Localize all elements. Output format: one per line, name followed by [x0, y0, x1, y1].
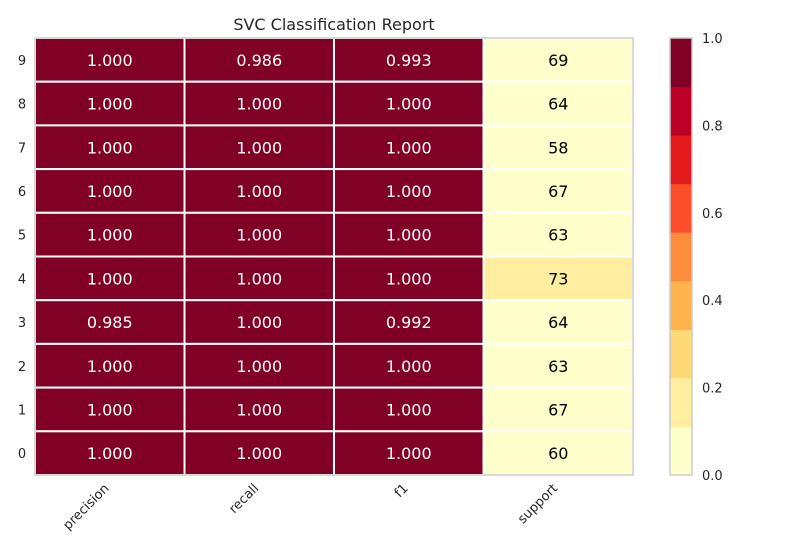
cell-value-label: 1.000	[236, 313, 282, 332]
cell-value-label: 1.000	[87, 51, 133, 70]
y-tick-label: 0	[18, 447, 26, 462]
colorbar-tick-label: 0.4	[702, 294, 723, 309]
heatmap-grid: 1.000 0.986 0.993 69 1.000 1.000 1.000 64 1.000 1…	[34, 37, 634, 476]
heatmap-cell	[333, 211, 485, 258]
heatmap-cell	[482, 80, 634, 127]
cell-value-label: 64	[548, 95, 568, 114]
heatmap-cell	[183, 37, 335, 83]
cell-value-label: 60	[548, 444, 568, 463]
colorbar-segment	[670, 426, 692, 476]
colorbar-tick-label: 1.0	[702, 32, 723, 47]
cell-value-label: 1.000	[236, 400, 282, 419]
colorbar-segment	[670, 377, 692, 427]
colorbar-tick-label: 0.0	[702, 469, 723, 484]
colorbar-segment	[670, 329, 692, 379]
cell-value-label: 1.000	[386, 226, 432, 245]
plot-frame	[34, 37, 634, 476]
cell-value-label: 63	[548, 226, 568, 245]
y-tick-label: 9	[18, 54, 26, 69]
cell-value-label: 1.000	[87, 400, 133, 419]
y-tick-label: 8	[18, 98, 26, 113]
y-tick-label: 6	[18, 185, 26, 200]
cell-value-label: 1.000	[386, 269, 432, 288]
cell-value-label: 1.000	[236, 357, 282, 376]
x-tick-label: precision	[60, 481, 112, 533]
cell-value-label: 1.000	[386, 182, 432, 201]
cell-value-label: 1.000	[87, 138, 133, 157]
cell-value-label: 1.000	[236, 269, 282, 288]
x-tick-label: support	[515, 481, 561, 527]
cell-value-label: 69	[548, 51, 568, 70]
colorbar-segment	[670, 232, 692, 282]
cell-value-label: 58	[548, 138, 568, 157]
y-tick-label: 2	[18, 360, 26, 375]
colorbar-segment	[670, 38, 692, 88]
heatmap-cell	[333, 299, 485, 345]
colorbar-frame	[669, 37, 693, 476]
cell-value-label: 63	[548, 357, 568, 376]
chart-title: SVC Classification Report	[233, 15, 434, 34]
x-tick-label: recall	[226, 481, 262, 517]
cell-value-label: 1.000	[386, 95, 432, 114]
cell-value-label: 0.985	[87, 313, 133, 332]
y-tick-label: 4	[18, 272, 26, 287]
cell-value-label: 0.992	[386, 313, 432, 332]
cell-value-label: 1.000	[236, 444, 282, 463]
cell-value-label: 1.000	[87, 357, 133, 376]
colorbar-segment	[670, 183, 692, 233]
y-tick-label: 5	[18, 229, 26, 244]
heatmap-cell	[183, 211, 335, 258]
colorbar-tick-label: 0.8	[702, 119, 723, 134]
heatmap-cell	[34, 342, 186, 389]
cell-value-label: 1.000	[386, 138, 432, 157]
cell-value-label: 1.000	[236, 95, 282, 114]
colorbar-segment	[670, 280, 692, 330]
heatmap-cell	[482, 168, 634, 214]
x-tick-label: f1	[392, 481, 412, 501]
cell-value-label: 1.000	[87, 269, 133, 288]
heatmap-cell	[183, 80, 335, 127]
heatmap-cell	[34, 430, 186, 476]
cell-value-label: 1.000	[87, 226, 133, 245]
y-axis-ticks: 9 8 7 6 5 4 3 2 1 0	[18, 54, 26, 462]
heatmap-cell	[183, 168, 335, 214]
cell-value-label: 1.000	[87, 444, 133, 463]
cell-value-label: 1.000	[236, 182, 282, 201]
cell-value-label: 1.000	[386, 400, 432, 419]
cell-value-label: 0.986	[236, 51, 282, 70]
cell-value-label: 67	[548, 400, 568, 419]
cell-value-label: 1.000	[87, 182, 133, 201]
heatmap-cell	[482, 386, 634, 433]
heatmap-cell	[333, 255, 485, 302]
cell-value-label: 1.000	[386, 357, 432, 376]
heatmap-cell	[183, 255, 335, 302]
heatmap-cell	[333, 342, 485, 389]
colorbar-segment	[670, 135, 692, 185]
heatmap-cell	[482, 124, 634, 171]
cell-value-label: 1.000	[386, 444, 432, 463]
heatmap-cell	[183, 124, 335, 171]
colorbar-tick-label: 0.6	[702, 207, 723, 222]
colorbar: 0.0 0.2 0.4 0.6 0.8 1.0	[669, 32, 723, 484]
cell-value-label: 1.000	[87, 95, 133, 114]
colorbar-tick-label: 0.2	[702, 382, 723, 397]
y-tick-label: 1	[18, 403, 26, 418]
x-axis-ticks: precision recall f1 support	[60, 481, 561, 533]
cell-value-label: 0.993	[386, 51, 432, 70]
cell-value-label: 67	[548, 182, 568, 201]
cell-value-label: 73	[548, 269, 568, 288]
cell-value-label: 64	[548, 313, 568, 332]
cell-value-label: 1.000	[236, 226, 282, 245]
cell-value-label: 1.000	[236, 138, 282, 157]
y-tick-label: 7	[18, 141, 26, 156]
colorbar-segment	[670, 86, 692, 136]
heatmap-cell	[482, 211, 634, 258]
y-tick-label: 3	[18, 316, 26, 331]
